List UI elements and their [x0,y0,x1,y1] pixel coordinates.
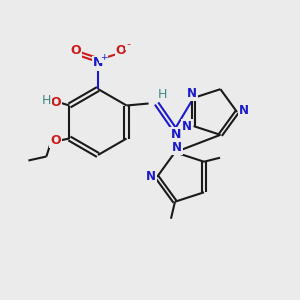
Text: N: N [146,169,156,182]
Text: O: O [50,134,61,147]
Text: N: N [170,128,181,141]
Text: +: + [100,53,107,62]
Text: N: N [187,87,196,101]
Text: O: O [50,96,61,109]
Text: -: - [126,39,130,49]
Text: H: H [42,94,51,107]
Text: N: N [93,56,103,70]
Text: N: N [182,120,192,133]
Text: N: N [239,104,249,118]
Text: H: H [158,88,167,101]
Text: O: O [116,44,126,56]
Text: N: N [172,141,182,154]
Text: O: O [71,44,81,56]
